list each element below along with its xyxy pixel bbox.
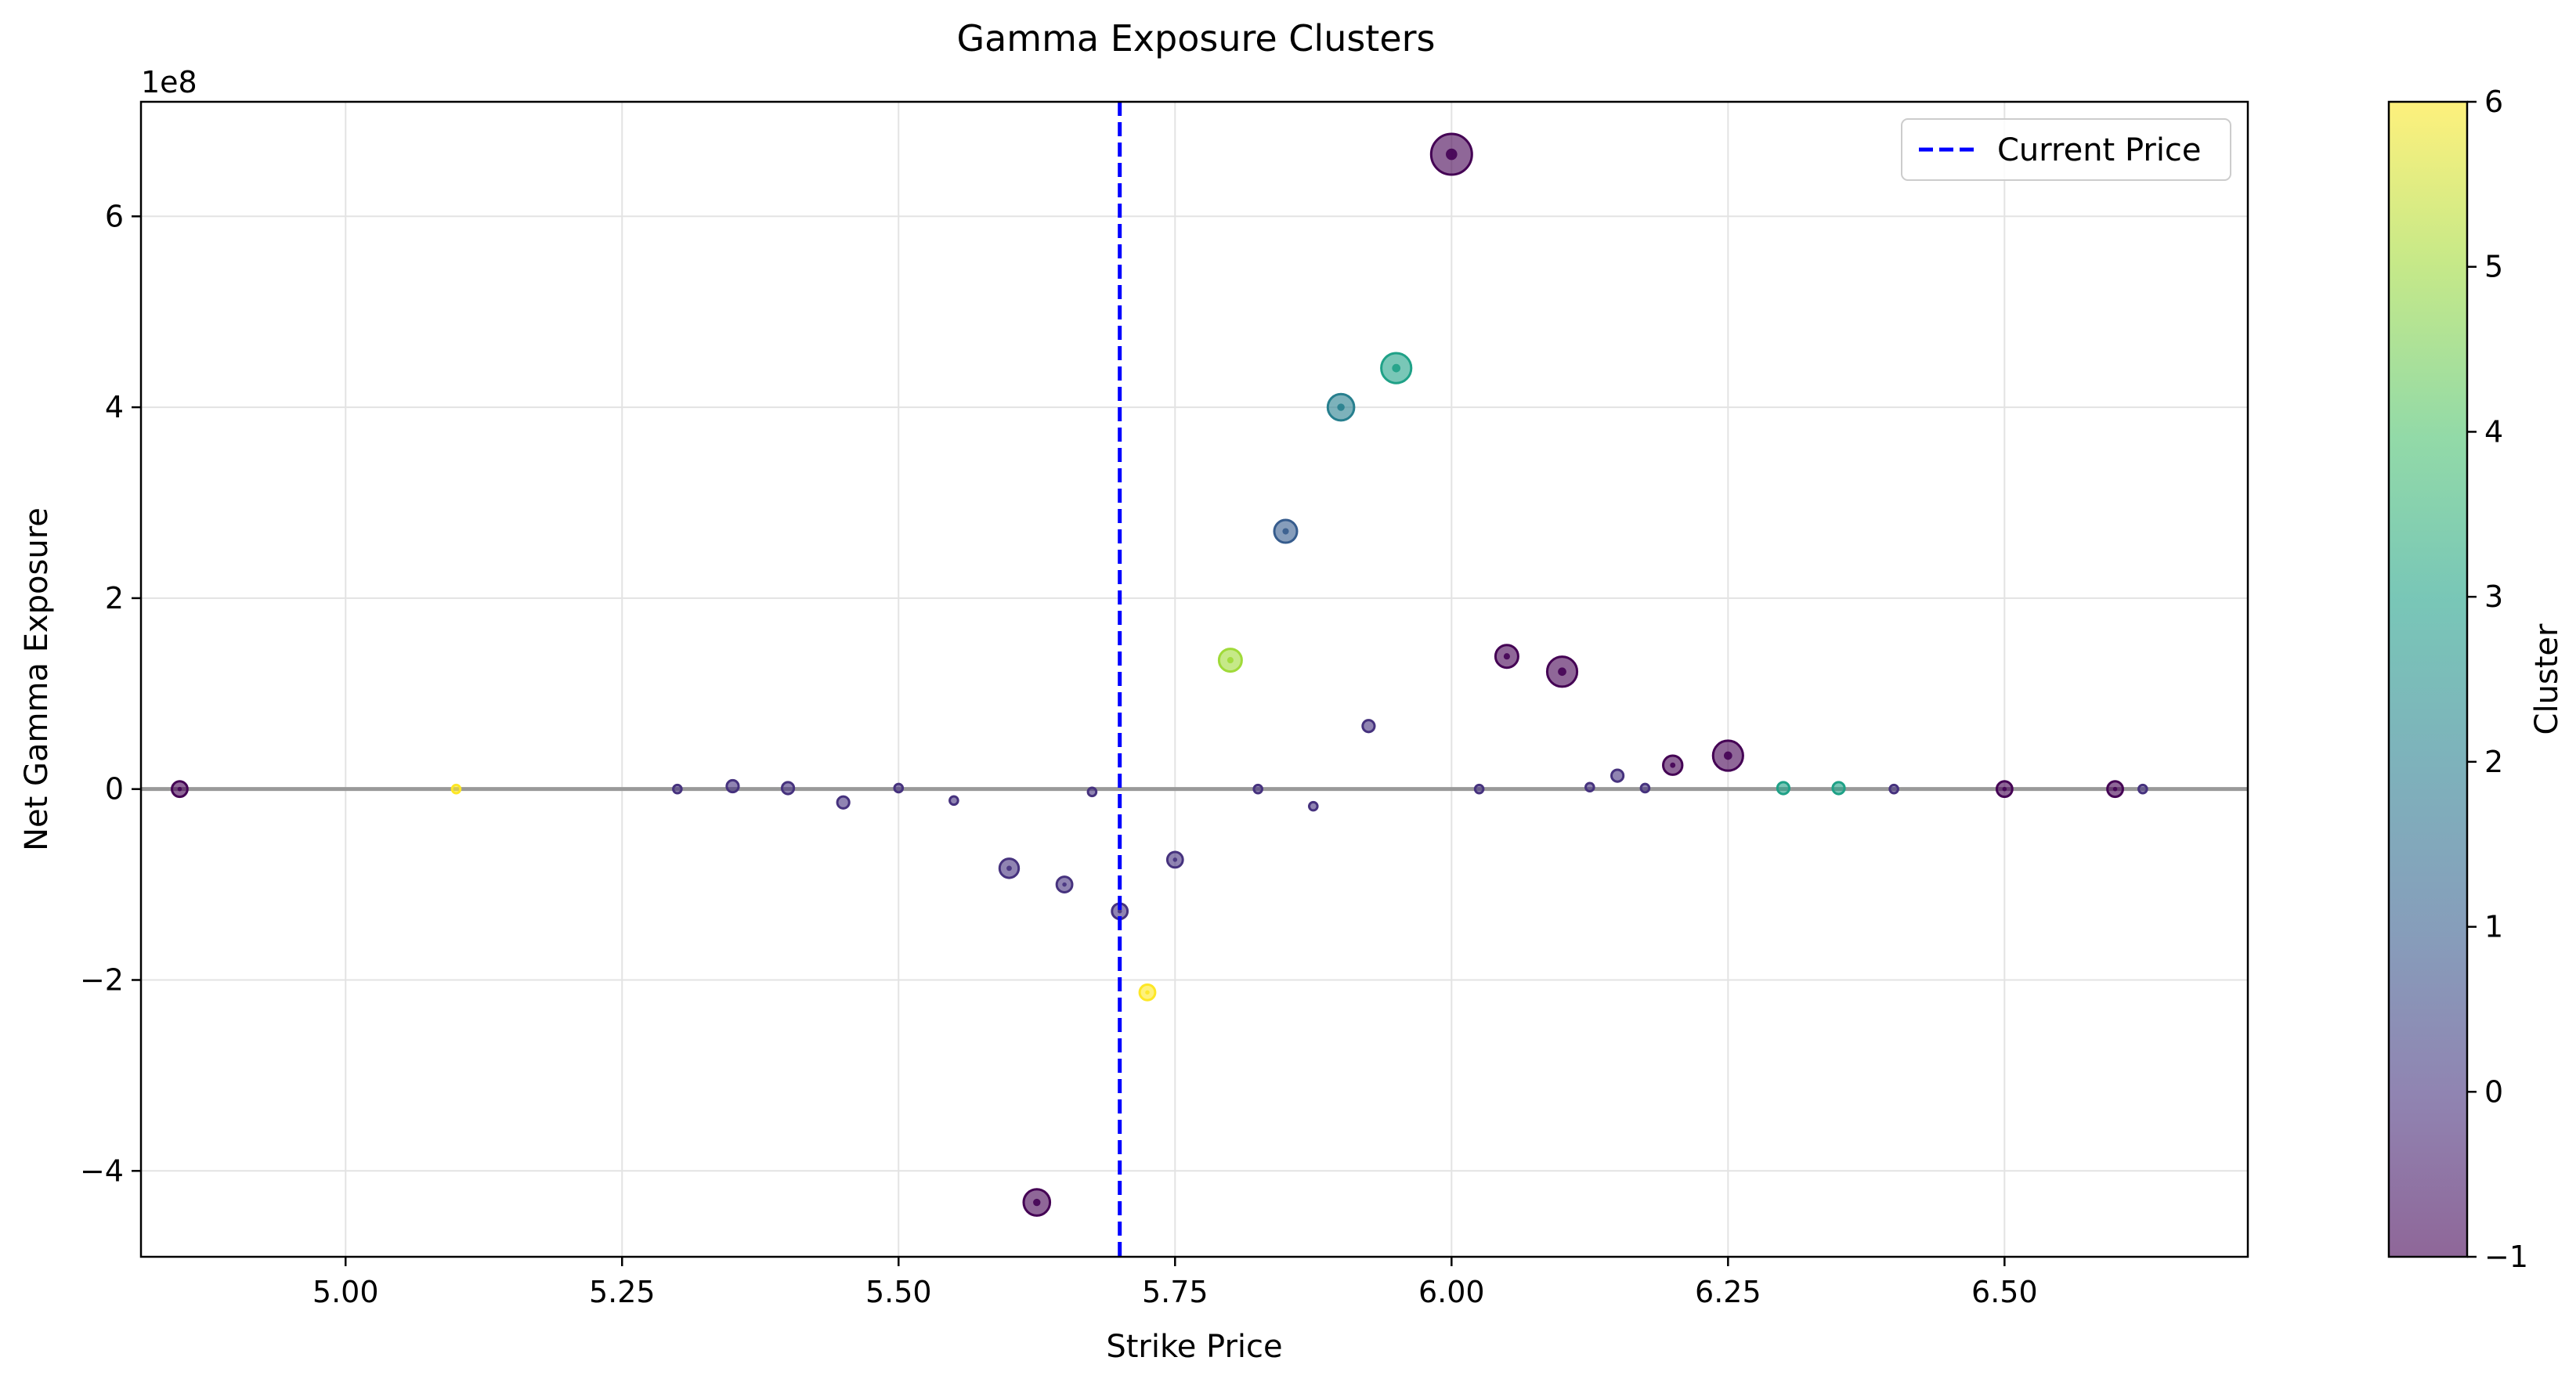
scatter-point bbox=[672, 783, 683, 795]
scatter-point-core bbox=[1337, 403, 1345, 411]
scatter-point-core bbox=[1117, 908, 1122, 914]
colorbar-tick-label: 1 bbox=[2484, 910, 2503, 944]
legend-box bbox=[1901, 118, 2231, 181]
colorbar-tick-label: −1 bbox=[2484, 1240, 2528, 1274]
scatter-point bbox=[725, 778, 740, 794]
scatter-point-core bbox=[1723, 751, 1732, 760]
scatter-point bbox=[836, 795, 851, 810]
plot-area: 5.00 5.25 5.50 5.75 6.00 6.25 6.50 −4 −2 0 2 4 6 1e8 S… bbox=[19, 65, 2249, 1365]
scatter-point-core bbox=[1446, 148, 1458, 161]
scatter-point-core bbox=[1282, 528, 1289, 535]
x-tick-label: 5.75 bbox=[1142, 1275, 1209, 1309]
colorbar-frame bbox=[2387, 100, 2469, 1258]
scatter-point-core bbox=[177, 786, 182, 792]
scatter-point bbox=[1584, 781, 1595, 793]
x-axis-label: Strike Price bbox=[1106, 1329, 1282, 1365]
x-tick-label: 5.50 bbox=[865, 1275, 932, 1309]
scatter-point-core bbox=[1145, 990, 1150, 995]
scatter-point bbox=[1473, 783, 1485, 795]
y-offset-label: 1e8 bbox=[141, 65, 197, 99]
colorbar-tick-label: 4 bbox=[2484, 414, 2503, 449]
y-axis-label: Net Gamma Exposure bbox=[19, 507, 55, 851]
x-tick-label: 5.25 bbox=[589, 1275, 656, 1309]
scatter-point bbox=[2137, 783, 2148, 795]
scatter-point bbox=[1831, 781, 1846, 796]
scatter-point-core bbox=[1670, 762, 1676, 768]
scatter-point bbox=[450, 783, 462, 795]
scatter-point bbox=[1888, 783, 1899, 795]
scatter-point bbox=[1307, 800, 1319, 812]
scatter-point bbox=[1776, 781, 1791, 796]
scatter-point-core bbox=[1006, 865, 1012, 872]
x-tick-label: 6.50 bbox=[1971, 1275, 2038, 1309]
legend-label: Current Price bbox=[1997, 132, 2202, 168]
scatter-point-core bbox=[1062, 882, 1067, 887]
y-tick-label: 0 bbox=[105, 772, 124, 807]
colorbar-tick-label: 0 bbox=[2484, 1074, 2503, 1109]
scatter-point bbox=[1361, 719, 1376, 734]
scatter-point-core bbox=[1503, 653, 1510, 660]
y-tick-label: 4 bbox=[105, 390, 124, 424]
plot-frame bbox=[139, 100, 2249, 1258]
scatter-point bbox=[893, 782, 905, 794]
x-tick-label: 5.00 bbox=[313, 1275, 379, 1309]
colorbar-tick-label: 6 bbox=[2484, 85, 2503, 119]
x-tick-label: 6.25 bbox=[1695, 1275, 1761, 1309]
scatter-point bbox=[1610, 768, 1625, 783]
chart-title: Gamma Exposure Clusters bbox=[956, 17, 1435, 60]
legend: Current Price bbox=[1901, 118, 2231, 181]
colorbar-tick-label: 3 bbox=[2484, 579, 2503, 614]
colorbar-label: Cluster bbox=[2529, 623, 2565, 735]
scatter-point-core bbox=[2002, 786, 2007, 792]
colorbar-gradient bbox=[2389, 102, 2467, 1257]
y-tick-label: 2 bbox=[105, 581, 124, 615]
colorbar: −1 0 1 2 3 4 5 6 Cluster bbox=[2387, 85, 2565, 1274]
colorbar-tick-label: 5 bbox=[2484, 250, 2503, 284]
colorbar-tick-label: 2 bbox=[2484, 745, 2503, 779]
scatter-point bbox=[780, 781, 796, 796]
scatter-point-core bbox=[1558, 667, 1566, 677]
scatter-point-core bbox=[1392, 363, 1401, 373]
scatter-point bbox=[1086, 786, 1098, 798]
scatter-point bbox=[948, 795, 959, 807]
scatter-point-core bbox=[1227, 657, 1234, 664]
scatter-point bbox=[1252, 783, 1263, 795]
scatter-point-core bbox=[1033, 1198, 1041, 1207]
scatter-point-core bbox=[1172, 857, 1178, 862]
scatter-point bbox=[1639, 782, 1651, 794]
x-tick-label: 6.00 bbox=[1418, 1275, 1485, 1309]
y-tick-label: −4 bbox=[80, 1153, 124, 1188]
scatter-point-core bbox=[2112, 786, 2118, 792]
y-tick-label: −2 bbox=[80, 962, 124, 997]
y-tick-label: 6 bbox=[105, 199, 124, 233]
